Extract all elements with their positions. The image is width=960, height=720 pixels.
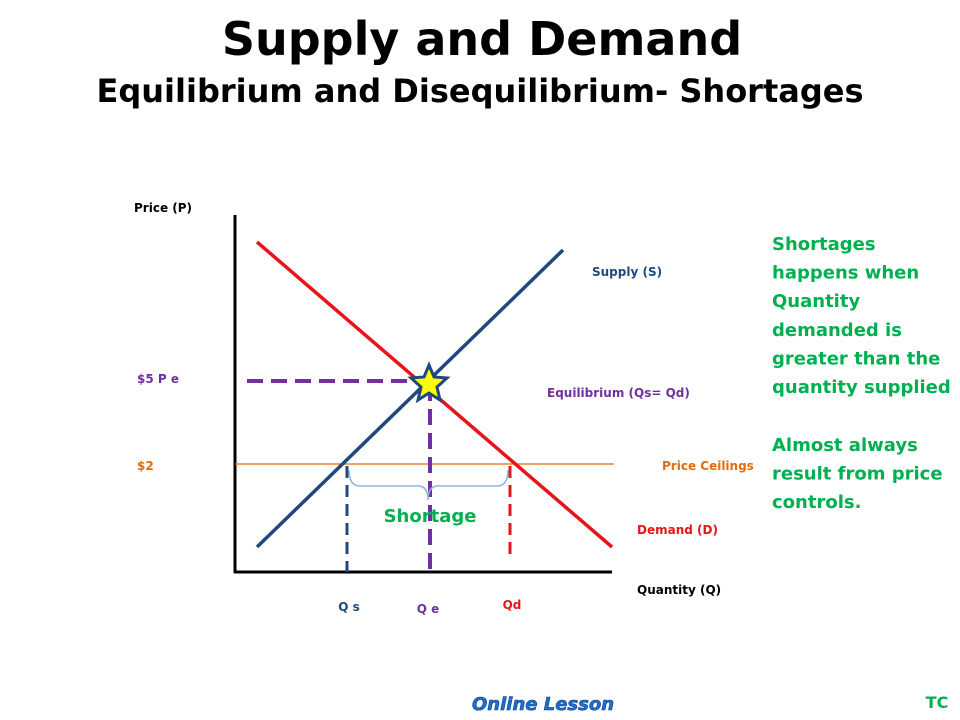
shortage-label: Shortage bbox=[384, 506, 477, 527]
equilibrium-label: Equilibrium (Qs= Qd) bbox=[547, 386, 690, 400]
demand-label: Demand (D) bbox=[637, 523, 718, 537]
initials: TC bbox=[926, 693, 949, 712]
note: Shortages happens when Quantity demanded is… bbox=[772, 234, 951, 513]
shortage-brace bbox=[348, 469, 509, 501]
supply-curve bbox=[255, 248, 565, 549]
note-line: demanded is bbox=[772, 320, 902, 341]
qe-label: Q e bbox=[417, 602, 440, 616]
x-axis-label: Quantity (Q) bbox=[637, 583, 721, 597]
subtitle: Equilibrium and Disequilibrium- Shortage… bbox=[96, 72, 863, 110]
note-line: result from price bbox=[772, 464, 943, 485]
note-line: Shortages bbox=[772, 234, 876, 255]
note-line: happens when bbox=[772, 263, 919, 284]
equilibrium-star bbox=[407, 361, 451, 404]
note-line: Almost always bbox=[772, 435, 918, 456]
note-line: Quantity bbox=[772, 291, 860, 312]
note-line: quantity supplied bbox=[772, 377, 951, 398]
y-axis-label: Price (P) bbox=[134, 201, 192, 215]
qs-label: Q s bbox=[338, 600, 360, 614]
ceiling-label: Price Ceilings bbox=[662, 459, 754, 473]
note-line: controls. bbox=[772, 492, 861, 513]
equilibrium-price-label: $5 P e bbox=[137, 372, 179, 386]
online-lesson-badge: Online Lesson bbox=[472, 694, 614, 715]
note-line: greater than the bbox=[772, 348, 940, 369]
title: Supply and Demand bbox=[222, 12, 742, 66]
supply-label: Supply (S) bbox=[592, 265, 662, 279]
qd-label: Qd bbox=[503, 598, 522, 612]
ceiling-price-label: $2 bbox=[137, 459, 154, 473]
